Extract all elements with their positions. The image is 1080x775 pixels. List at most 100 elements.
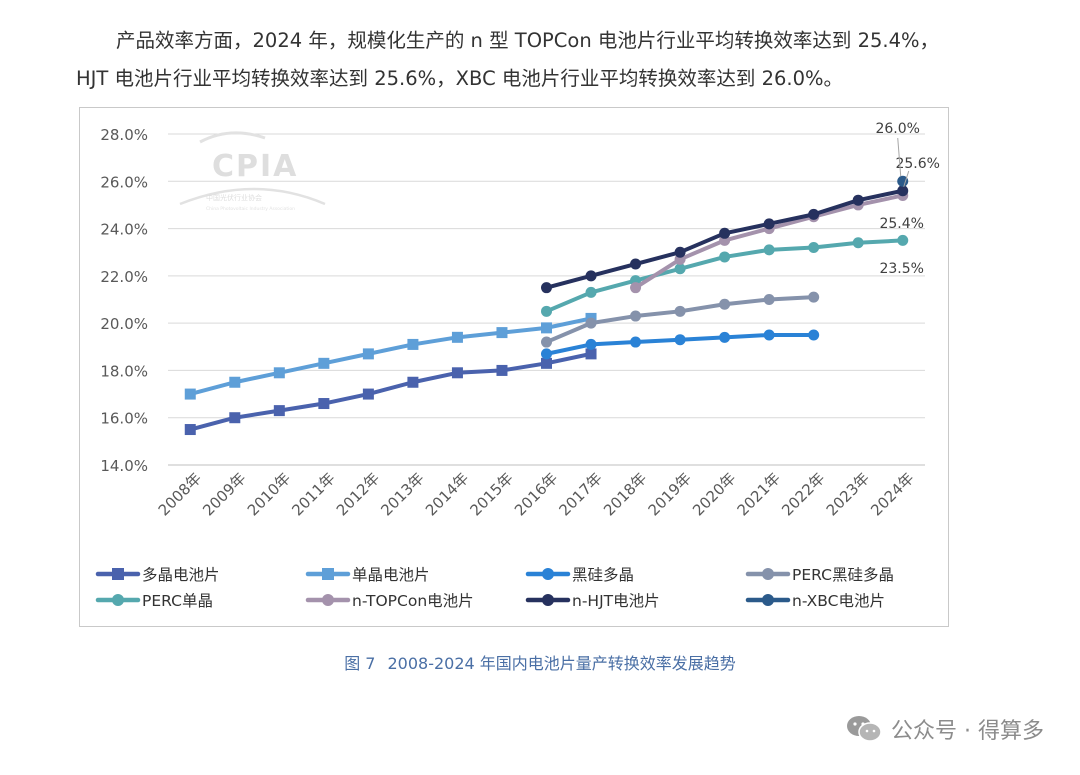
series-line [188, 316, 594, 397]
y-tick-label: 24.0% [100, 221, 148, 239]
data-point [496, 327, 508, 339]
data-point [630, 310, 642, 322]
data-point [585, 286, 597, 298]
data-label: 23.5% [879, 261, 923, 277]
data-point [719, 298, 731, 310]
data-point [719, 227, 731, 239]
data-point [318, 398, 330, 410]
x-tick-label: 2024年 [867, 469, 917, 519]
data-point [897, 185, 909, 197]
legend-swatch-marker [762, 594, 774, 606]
data-point [674, 246, 686, 258]
data-point [808, 329, 820, 341]
leader-line [897, 137, 902, 177]
data-point [229, 376, 241, 388]
data-point [897, 175, 909, 187]
data-point [496, 364, 508, 376]
data-point [229, 412, 241, 424]
legend-label: 单晶电池片 [352, 566, 430, 584]
data-point [541, 322, 552, 334]
legend-label: 黑硅多晶 [572, 566, 634, 584]
data-point [541, 348, 552, 360]
legend-label: PERC单晶 [142, 592, 213, 610]
watermark-text: 公众号 · 得算多 [891, 719, 1044, 744]
x-tick-label: 2020年 [689, 469, 739, 519]
data-point [451, 367, 463, 379]
paragraph-line-1: 产品效率方面，2024 年，规模化生产的 n 型 TOPCon 电池片行业平均转… [116, 29, 940, 52]
data-point [630, 258, 642, 270]
x-tick-label: 2018年 [600, 469, 650, 519]
data-point [585, 348, 597, 360]
cpia-logo: CPIA 中国光伏行业协会 China Photovoltaic Industr… [179, 131, 326, 212]
series [541, 329, 820, 360]
data-point [318, 357, 330, 369]
logo-subtitle: 中国光伏行业协会 [206, 193, 262, 202]
legend-item: PERC单晶 [95, 592, 213, 610]
series-line [188, 351, 594, 432]
legend-swatch-marker [322, 594, 334, 606]
data-point [808, 291, 820, 303]
caption-text: 2008-2024 年国内电池片量产转换效率发展趋势 [387, 654, 736, 673]
x-tick-label: 2019年 [645, 469, 695, 519]
data-point [852, 194, 864, 206]
data-point [362, 388, 374, 400]
y-tick-label: 14.0% [100, 457, 148, 475]
watermark: 公众号 · 得算多 [845, 713, 1044, 745]
data-point [585, 270, 597, 282]
legend-item: n-TOPCon电池片 [305, 592, 474, 610]
data-point [852, 237, 864, 249]
data-point [541, 357, 552, 369]
legend-label: n-HJT电池片 [572, 592, 660, 610]
data-point [541, 336, 552, 348]
legend-label: 多晶电池片 [142, 566, 220, 584]
series [541, 185, 909, 294]
legend-label: PERC黑硅多晶 [792, 566, 894, 584]
legend-item: n-XBC电池片 [745, 592, 885, 610]
series [184, 312, 597, 400]
data-point [541, 282, 552, 294]
legend-item: 多晶电池片 [95, 566, 220, 584]
data-point [407, 376, 419, 388]
data-point [585, 317, 597, 329]
series [541, 234, 909, 317]
data-point [719, 251, 731, 263]
data-point [407, 338, 419, 350]
x-tick-label: 2009年 [199, 469, 249, 519]
caption-number: 图 7 [344, 654, 376, 673]
data-label: 25.6% [895, 156, 939, 172]
data-label: 26.0% [875, 121, 919, 137]
legend-label: n-TOPCon电池片 [352, 592, 474, 610]
y-tick-label: 18.0% [100, 362, 148, 380]
x-tick-label: 2021年 [734, 469, 784, 519]
legend-swatch-marker [322, 568, 334, 580]
data-point [273, 405, 285, 417]
legend-swatch-marker [112, 594, 124, 606]
data-point [451, 331, 463, 343]
x-tick-label: 2013年 [377, 469, 427, 519]
data-point [184, 424, 196, 436]
data-point [184, 388, 196, 400]
data-point [362, 348, 374, 360]
data-point [763, 329, 775, 341]
data-point [763, 294, 775, 305]
efficiency-line-chart: CPIA 中国光伏行业协会 China Photovoltaic Industr… [95, 121, 940, 610]
leader-line [903, 170, 910, 187]
legend-label: n-XBC电池片 [792, 592, 885, 610]
logo-swoosh [179, 187, 326, 206]
x-tick-label: 2017年 [556, 469, 606, 519]
x-tick-label: 2011年 [288, 469, 338, 519]
legend-item: 单晶电池片 [305, 566, 430, 584]
data-point [763, 218, 775, 230]
logo-text: CPIA [212, 149, 298, 184]
legend-item: PERC黑硅多晶 [745, 566, 894, 584]
data-point [674, 263, 686, 275]
series-layer [184, 175, 909, 436]
y-tick-label: 28.0% [100, 126, 148, 144]
legend-item: 黑硅多晶 [525, 566, 634, 584]
annotations: 26.0% 25.6% 25.4% 23.5% [875, 121, 939, 277]
x-tick-label: 2015年 [466, 469, 516, 519]
data-point [585, 338, 597, 350]
data-point [763, 244, 775, 256]
x-tick-label: 2023年 [823, 469, 873, 519]
data-point [808, 241, 820, 253]
